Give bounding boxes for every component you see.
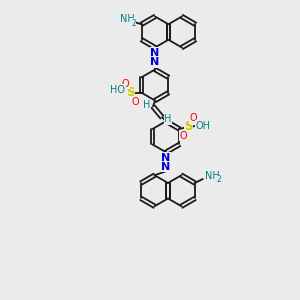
Text: 2: 2 [217, 176, 221, 184]
Text: N: N [150, 57, 160, 67]
Text: H: H [143, 100, 151, 110]
Text: O: O [180, 131, 187, 141]
Text: O: O [122, 79, 129, 89]
Text: H: H [164, 114, 172, 124]
Text: HO: HO [110, 85, 125, 95]
Text: OH: OH [196, 121, 211, 131]
Text: O: O [190, 113, 197, 123]
Text: S: S [184, 121, 193, 134]
Text: N: N [161, 162, 171, 172]
Text: NH: NH [206, 171, 220, 181]
Text: S: S [126, 86, 135, 99]
Text: O: O [132, 97, 140, 107]
Text: N: N [161, 153, 171, 163]
Text: N: N [150, 48, 160, 58]
Text: 2: 2 [131, 19, 136, 28]
Text: NH: NH [120, 14, 135, 24]
